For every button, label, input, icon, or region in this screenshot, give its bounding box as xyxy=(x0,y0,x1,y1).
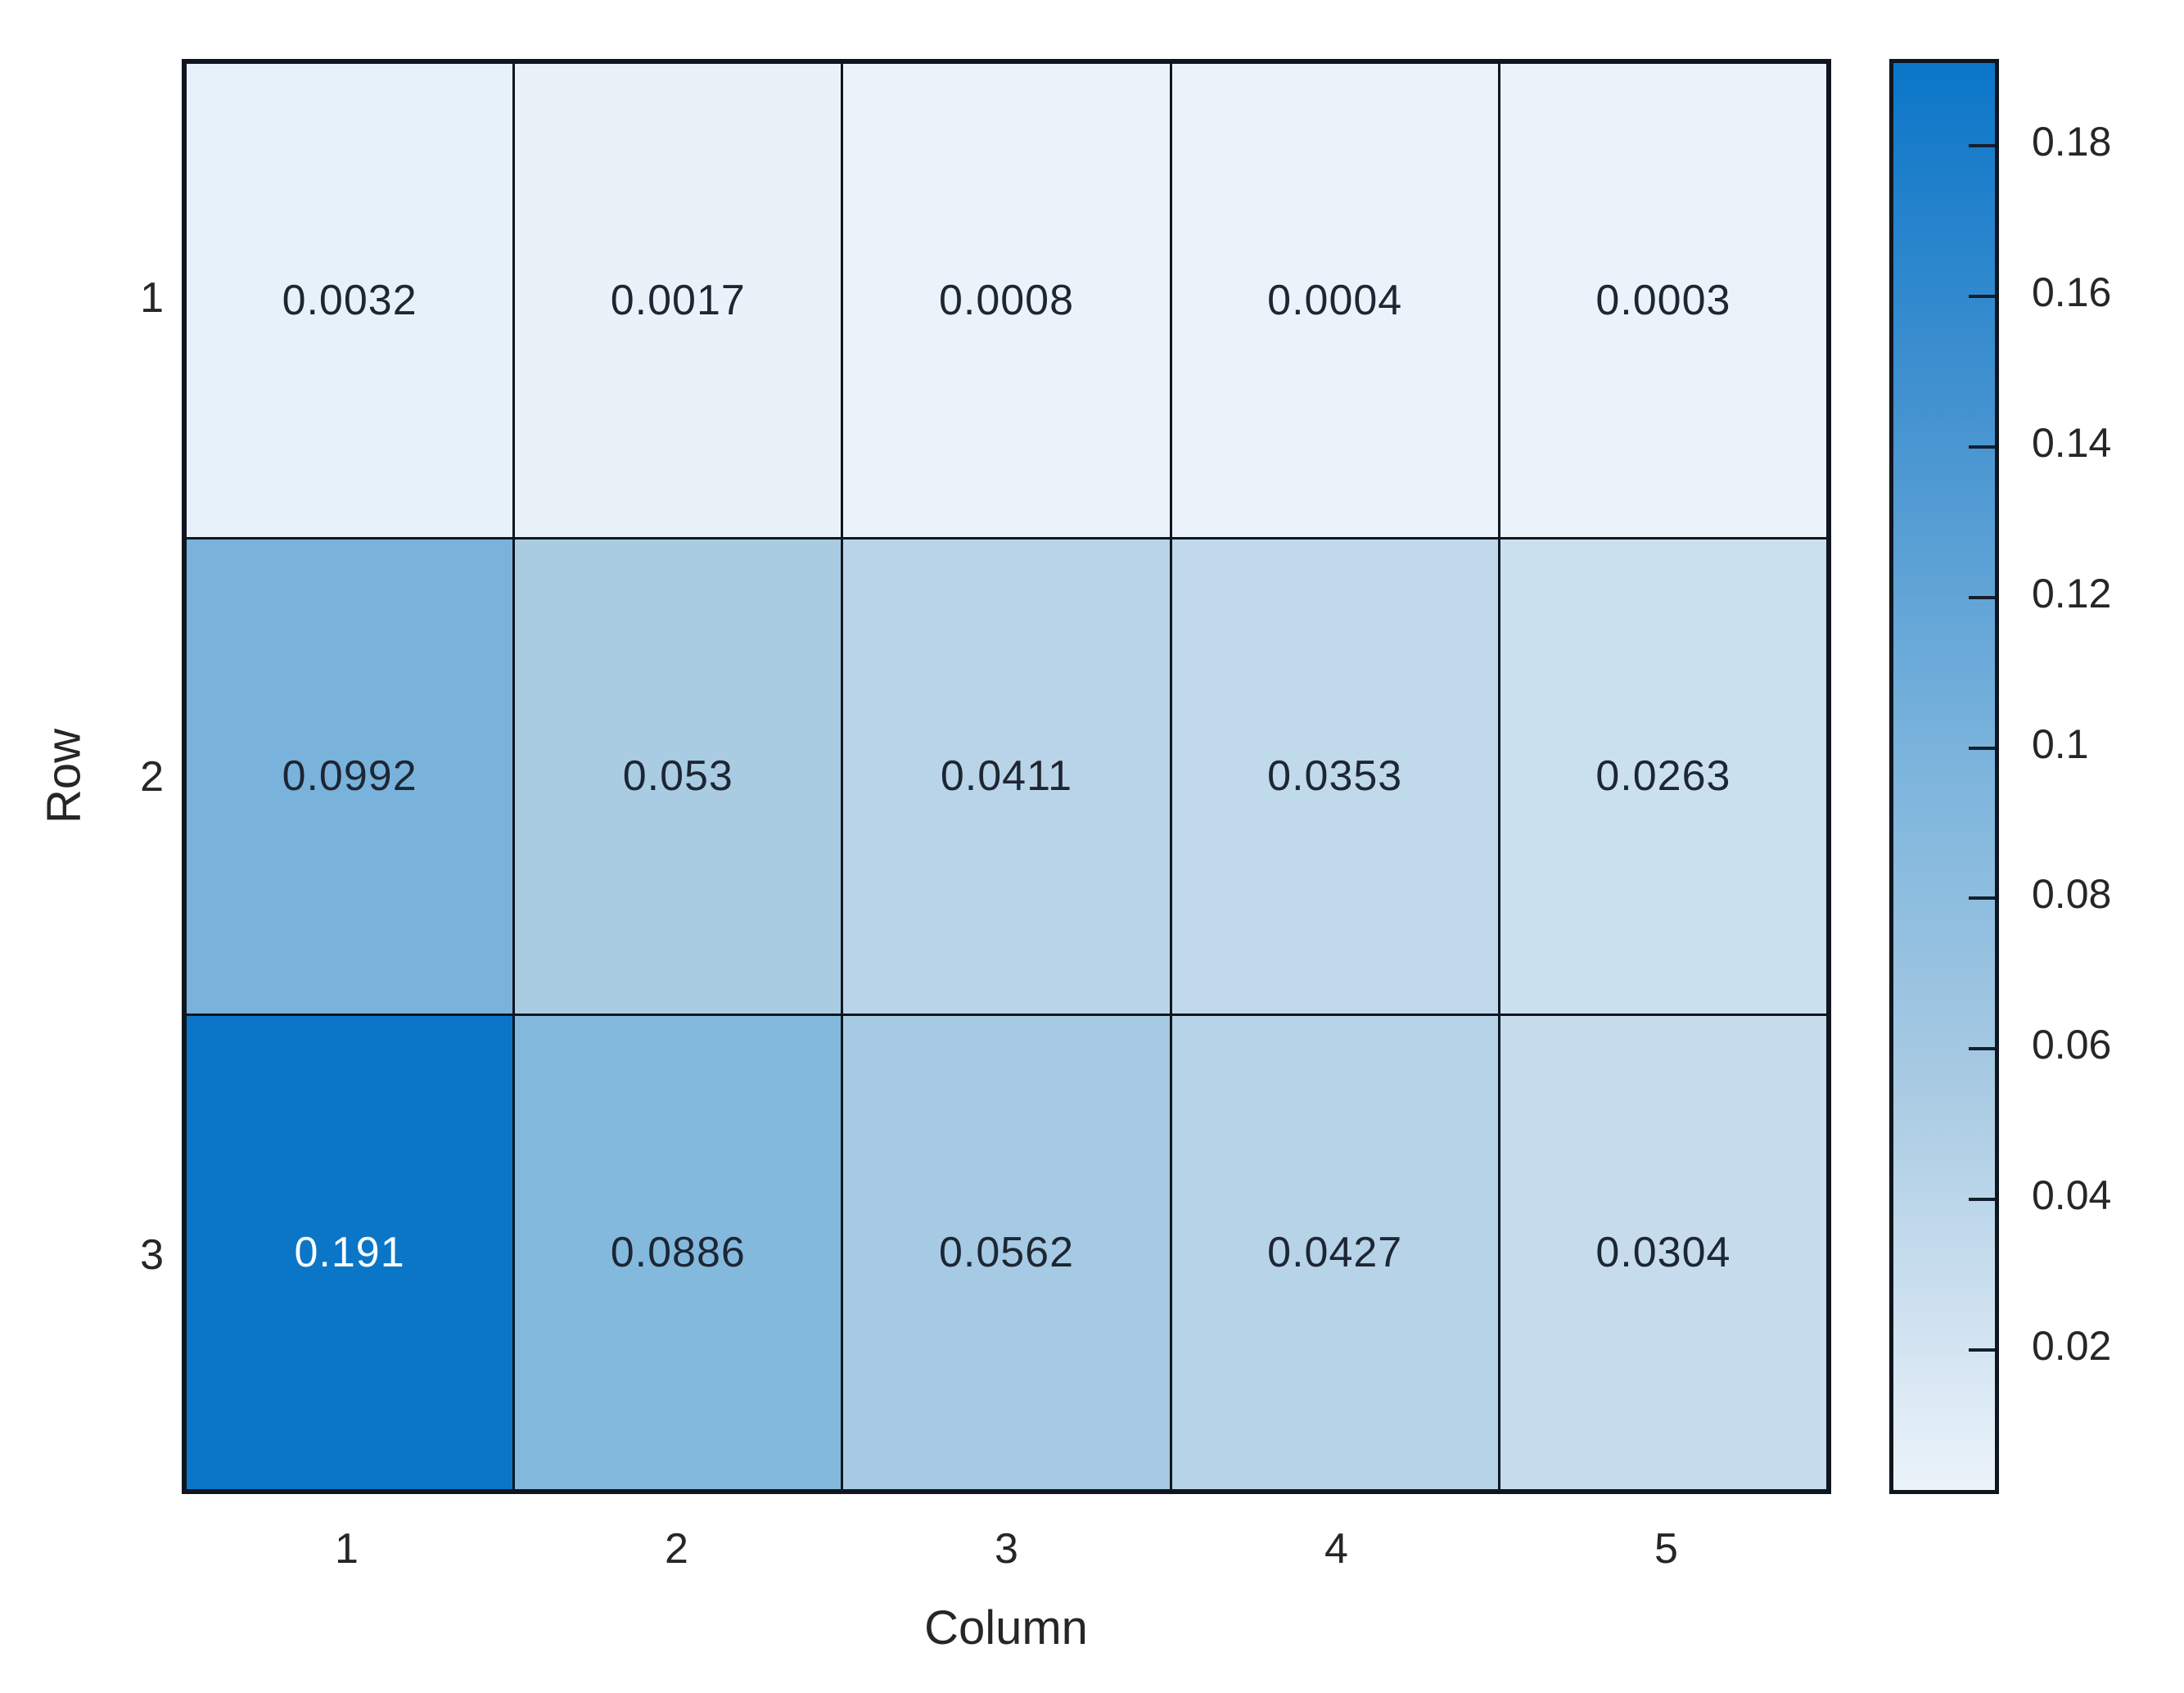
colorbar-tick-mark xyxy=(1969,1348,1995,1352)
heatmap-cell-r2c5: 0.0263 xyxy=(1500,540,1826,1014)
heatmap-cell-r1c2: 0.0017 xyxy=(515,64,842,538)
colorbar-tick-label: 0.14 xyxy=(2032,419,2112,466)
colorbar-tick-mark xyxy=(1969,896,1995,901)
colorbar-tick-label: 0.04 xyxy=(2032,1172,2112,1219)
colorbar-tick-mark xyxy=(1969,445,1995,449)
colorbar-gradient xyxy=(1893,63,1995,1490)
heatmap-cell-r2c2: 0.053 xyxy=(515,540,842,1014)
heatmap-grid: 0.0032 0.0017 0.0008 0.0004 0.0003 0.0992 0.05… xyxy=(182,59,1831,1494)
x-tick-label: 4 xyxy=(1324,1525,1348,1573)
heatmap-cell-r2c3: 0.0411 xyxy=(843,540,1170,1014)
heatmap-cell-r2c4: 0.0353 xyxy=(1171,540,1498,1014)
heatmap-cell-r3c3: 0.0562 xyxy=(843,1015,1170,1489)
heatmap-cell-r3c2: 0.0886 xyxy=(515,1015,842,1489)
colorbar-tick-mark xyxy=(1969,144,1995,148)
colorbar-tick-mark xyxy=(1969,746,1995,750)
x-tick-label: 2 xyxy=(665,1525,688,1573)
colorbar-tick-label: 0.12 xyxy=(2032,570,2112,616)
colorbar-tick-mark xyxy=(1969,1198,1995,1202)
colorbar-tick-label: 0.02 xyxy=(2032,1322,2112,1369)
colorbar-tick-mark xyxy=(1969,294,1995,298)
colorbar-tick-label: 0.08 xyxy=(2032,871,2112,918)
heatmap-cell-r1c4: 0.0004 xyxy=(1171,64,1498,538)
x-tick-label: 3 xyxy=(995,1525,1018,1573)
y-tick-label: 1 xyxy=(140,274,164,323)
colorbar-tick-label: 0.1 xyxy=(2032,720,2089,767)
heatmap-cell-r3c1: 0.191 xyxy=(187,1015,513,1489)
colorbar-tick-mark xyxy=(1969,1047,1995,1051)
x-axis-label: Column xyxy=(924,1601,1088,1655)
x-tick-label: 1 xyxy=(335,1525,359,1573)
x-tick-label: 5 xyxy=(1654,1525,1678,1573)
colorbar xyxy=(1889,59,1999,1494)
heatmap-cell-r1c3: 0.0008 xyxy=(843,64,1170,538)
y-tick-label: 2 xyxy=(140,752,164,801)
heatmap-cell-r1c5: 0.0003 xyxy=(1500,64,1826,538)
heatmap-cell-r3c5: 0.0304 xyxy=(1500,1015,1826,1489)
heatmap-cell-r1c1: 0.0032 xyxy=(187,64,513,538)
colorbar-tick-mark xyxy=(1969,595,1995,599)
heatmap-cell-r3c4: 0.0427 xyxy=(1171,1015,1498,1489)
colorbar-tick-label: 0.16 xyxy=(2032,269,2112,315)
colorbar-tick-label: 0.18 xyxy=(2032,119,2112,165)
heatmap-cell-r2c1: 0.0992 xyxy=(187,540,513,1014)
colorbar-tick-label: 0.06 xyxy=(2032,1022,2112,1068)
y-tick-label: 3 xyxy=(140,1230,164,1279)
